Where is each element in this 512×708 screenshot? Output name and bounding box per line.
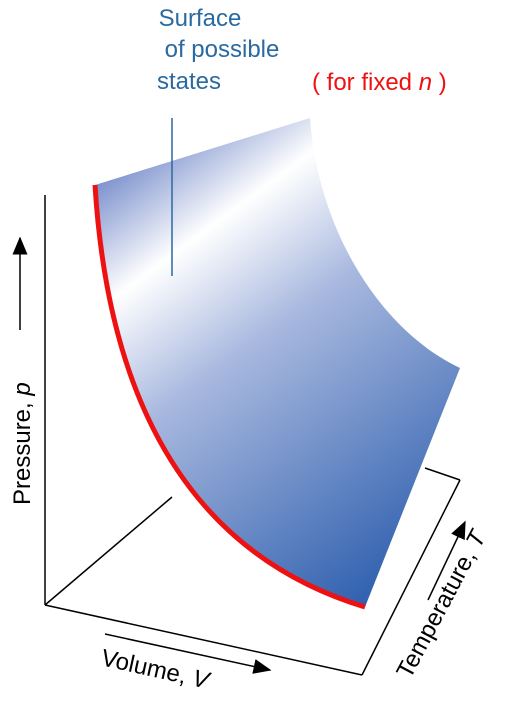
label-line: states [157,68,221,95]
volume-arrow [104,633,272,674]
text: Volume, [99,644,196,691]
axes-frame [44,195,461,676]
label-line: of possible [165,36,280,63]
temperature-label: Temperature, T [391,524,492,682]
surface-label: Surface of possible states [157,5,279,95]
temperature-arrow [427,520,466,601]
text: ( for fixed [312,69,419,96]
label-line: Surface [159,5,242,32]
text: ) [432,69,447,96]
isotherm-curve [92,184,366,610]
symbol: n [419,69,432,96]
pressure-label: Pressure, p [9,382,36,505]
text: Pressure, [9,396,36,505]
condition-label: ( for fixed n ) [312,69,447,96]
state-surface [95,118,460,607]
volume-label: Volume, V [99,644,214,694]
text: Temperature, [391,539,484,682]
symbol: p [9,382,36,396]
